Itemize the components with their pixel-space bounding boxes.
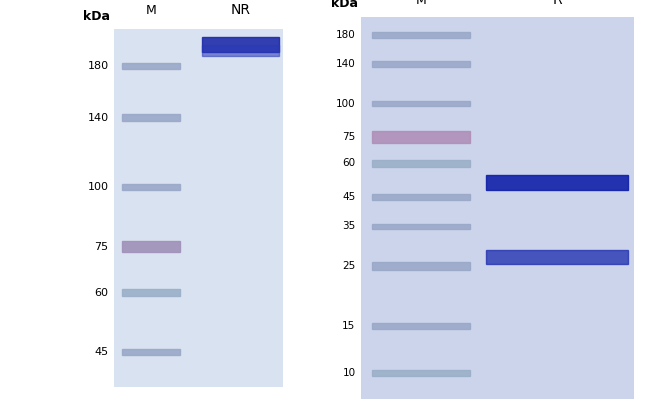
Text: NR: NR: [231, 2, 250, 17]
Text: 25: 25: [343, 261, 356, 271]
Bar: [122, 114, 179, 121]
Text: R: R: [552, 0, 562, 7]
Bar: [202, 37, 280, 52]
Text: 75: 75: [343, 132, 356, 142]
Bar: [486, 175, 629, 190]
Text: 180: 180: [87, 61, 109, 71]
Text: 100: 100: [336, 99, 356, 109]
Text: 100: 100: [88, 182, 109, 192]
Bar: [372, 131, 470, 143]
Text: 140: 140: [87, 113, 109, 123]
Bar: [372, 61, 470, 67]
Bar: [122, 62, 179, 69]
Bar: [372, 194, 470, 200]
Bar: [122, 349, 179, 355]
Bar: [122, 184, 179, 191]
Bar: [372, 370, 470, 376]
Text: 140: 140: [336, 59, 356, 69]
Text: 60: 60: [94, 287, 109, 297]
Text: 35: 35: [343, 221, 356, 231]
Bar: [372, 32, 470, 37]
Bar: [372, 224, 470, 229]
Text: 15: 15: [343, 321, 356, 331]
Text: 45: 45: [94, 347, 109, 357]
Text: 60: 60: [343, 158, 356, 168]
Text: kDa: kDa: [83, 10, 111, 23]
Bar: [122, 290, 179, 296]
Text: M: M: [415, 0, 426, 7]
Text: kDa: kDa: [330, 0, 358, 10]
Text: 45: 45: [343, 192, 356, 202]
Bar: [372, 262, 470, 270]
Bar: [372, 323, 470, 329]
Text: M: M: [146, 4, 156, 17]
Bar: [372, 160, 470, 167]
Bar: [202, 45, 280, 56]
Text: 180: 180: [336, 30, 356, 40]
Text: 10: 10: [343, 368, 356, 378]
Bar: [122, 241, 179, 252]
Bar: [486, 250, 629, 264]
Bar: [372, 101, 470, 106]
Text: 75: 75: [94, 242, 109, 252]
